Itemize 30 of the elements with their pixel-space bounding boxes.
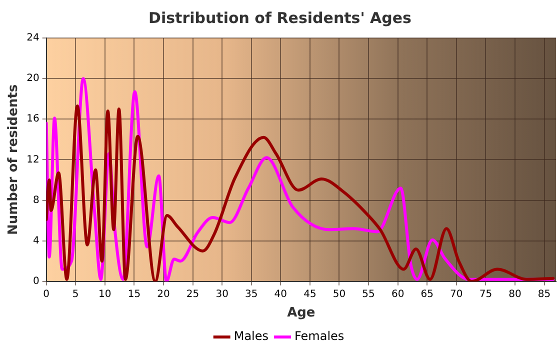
x-tick-label: 40 xyxy=(274,288,288,300)
x-tick-label: 10 xyxy=(98,288,112,300)
chart-title: Distribution of Residents' Ages xyxy=(148,8,412,27)
y-tick-label: 16 xyxy=(26,114,40,125)
x-tick-label: 80 xyxy=(508,288,522,300)
x-axis-title: Age xyxy=(287,306,316,321)
y-tick-label: 20 xyxy=(26,73,40,84)
y-tick-label: 8 xyxy=(32,194,40,206)
x-tick-label: 50 xyxy=(332,288,346,300)
x-tick-label: 75 xyxy=(479,288,492,300)
x-tick-label: 20 xyxy=(157,288,170,300)
x-tick-label: 15 xyxy=(128,288,141,300)
x-tick-label: 5 xyxy=(72,288,79,300)
x-tick-label: 25 xyxy=(186,288,200,300)
y-tick-label: 24 xyxy=(26,32,40,44)
legend-label: Males xyxy=(234,329,269,344)
x-tick-label: 35 xyxy=(245,288,258,300)
y-axis-title: Number of residents xyxy=(6,84,22,236)
y-tick-label: 4 xyxy=(32,235,40,246)
legend-label: Females xyxy=(294,329,344,344)
x-tick-label: 65 xyxy=(420,288,434,300)
x-tick-label: 0 xyxy=(43,288,50,300)
x-tick-label: 45 xyxy=(304,288,316,300)
x-tick-label: 60 xyxy=(391,288,404,300)
x-tick-label: 85 xyxy=(538,288,551,300)
y-tick-label: 12 xyxy=(26,154,40,166)
y-tick-label: 0 xyxy=(32,276,40,287)
x-tick-label: 30 xyxy=(216,288,228,300)
x-tick-label: 70 xyxy=(450,288,463,300)
x-tick-label: 55 xyxy=(362,288,375,300)
